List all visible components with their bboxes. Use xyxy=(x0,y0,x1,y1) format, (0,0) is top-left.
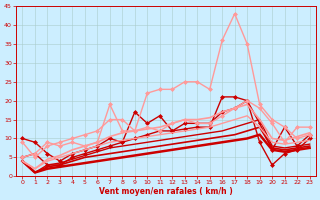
X-axis label: Vent moyen/en rafales ( km/h ): Vent moyen/en rafales ( km/h ) xyxy=(99,187,233,196)
